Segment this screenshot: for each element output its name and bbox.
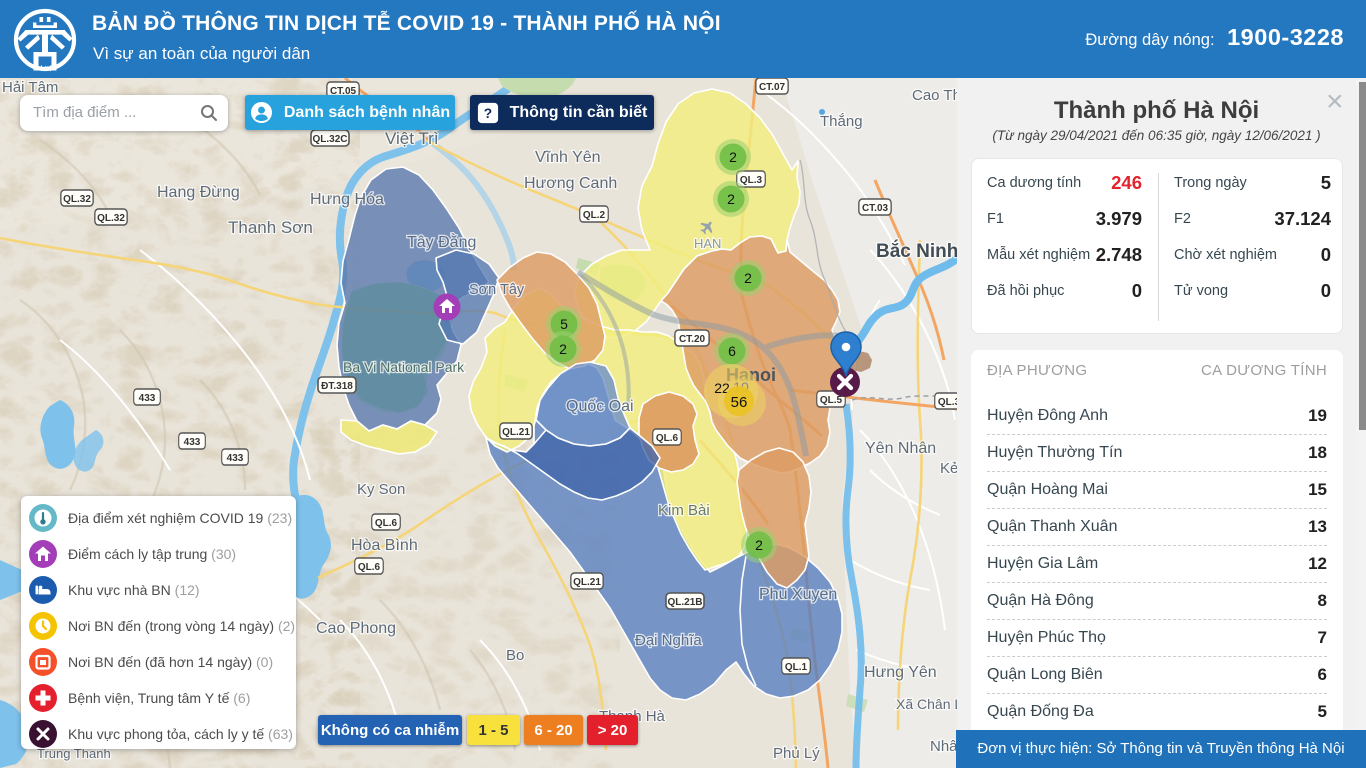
svg-text:Trung Thanh: Trung Thanh: [37, 746, 111, 761]
svg-text:6: 6: [728, 343, 736, 359]
svg-text:Bắc Ninh: Bắc Ninh: [876, 240, 958, 262]
svg-text:Việt Trì: Việt Trì: [385, 129, 439, 148]
svg-text:Kẻ: Kẻ: [940, 460, 958, 477]
svg-text:2: 2: [744, 270, 752, 286]
svg-text:QL.32: QL.32: [97, 213, 125, 224]
svg-text:2: 2: [727, 191, 735, 207]
svg-text:Cao Thư: Cao Thư: [912, 87, 968, 104]
svg-text:ĐT.318: ĐT.318: [321, 381, 353, 392]
svg-text:Vĩnh Yên: Vĩnh Yên: [535, 149, 601, 166]
svg-text:HÀ NỘI: HÀ NỘI: [36, 64, 55, 72]
svg-text:Bo: Bo: [506, 647, 524, 664]
svg-text:QL.32: QL.32: [63, 194, 91, 205]
svg-text:QL.32C: QL.32C: [312, 134, 347, 145]
svg-text:HAN: HAN: [694, 236, 721, 251]
svg-text:Cao Phong: Cao Phong: [316, 620, 396, 637]
svg-text:5: 5: [560, 316, 568, 332]
svg-text:Hưng Yên: Hưng Yên: [864, 664, 937, 681]
svg-text:Kim Bài: Kim Bài: [658, 502, 710, 519]
svg-text:433: 433: [227, 453, 244, 464]
svg-text:Nhâ: Nhâ: [930, 738, 958, 755]
svg-text:Phủ Lý: Phủ Lý: [773, 745, 820, 762]
svg-text:Hải Tâm: Hải Tâm: [2, 79, 58, 96]
svg-text:Đại Nghĩa: Đại Nghĩa: [635, 632, 702, 649]
svg-text:Ba Vi National Park: Ba Vi National Park: [343, 359, 465, 375]
svg-text:2: 2: [559, 341, 567, 357]
svg-text:433: 433: [139, 393, 156, 404]
svg-text:QL.21B: QL.21B: [667, 597, 702, 608]
svg-text:Hang Đừng: Hang Đừng: [157, 184, 240, 201]
svg-text:Xã Chân Lý: Xã Chân Lý: [896, 696, 968, 712]
svg-text:QL.21: QL.21: [502, 427, 530, 438]
svg-text:Thanh Sơn: Thanh Sơn: [228, 218, 313, 237]
svg-text:Thắng: Thắng: [820, 113, 863, 130]
svg-text:Phu Xuyen: Phu Xuyen: [759, 586, 837, 603]
svg-text:Hương Canh: Hương Canh: [524, 175, 617, 192]
svg-text:QL.2: QL.2: [583, 210, 606, 221]
svg-text:QL.5: QL.5: [820, 395, 843, 406]
svg-text:QL.1: QL.1: [785, 662, 808, 673]
svg-text:CT.03: CT.03: [862, 203, 889, 214]
svg-text:Yên Nhân: Yên Nhân: [865, 440, 936, 457]
svg-text:Hưng Hóa: Hưng Hóa: [310, 191, 384, 208]
svg-text:?: ?: [483, 106, 491, 121]
svg-text:QL.6: QL.6: [375, 518, 398, 529]
svg-text:Ky Son: Ky Son: [357, 481, 405, 498]
svg-text:CT.20: CT.20: [679, 334, 706, 345]
svg-text:QL.3: QL.3: [938, 397, 961, 408]
svg-text:Quốc Oai: Quốc Oai: [566, 398, 634, 415]
svg-text:Sơn Tây: Sơn Tây: [469, 282, 525, 298]
svg-text:433: 433: [184, 437, 201, 448]
svg-text:2: 2: [729, 149, 737, 165]
svg-text:QL.6: QL.6: [358, 562, 381, 573]
svg-text:2: 2: [755, 537, 763, 553]
svg-text:CT.05: CT.05: [330, 86, 357, 97]
svg-text:56: 56: [731, 394, 748, 411]
svg-text:CT.07: CT.07: [759, 82, 786, 93]
svg-text:Hòa Bình: Hòa Bình: [351, 537, 418, 554]
svg-text:QL.21: QL.21: [573, 577, 601, 588]
svg-text:QL.6: QL.6: [656, 433, 679, 444]
svg-text:22: 22: [714, 380, 730, 396]
svg-text:QL.3: QL.3: [740, 175, 763, 186]
svg-text:Tây Đằng: Tây Đằng: [407, 232, 476, 251]
